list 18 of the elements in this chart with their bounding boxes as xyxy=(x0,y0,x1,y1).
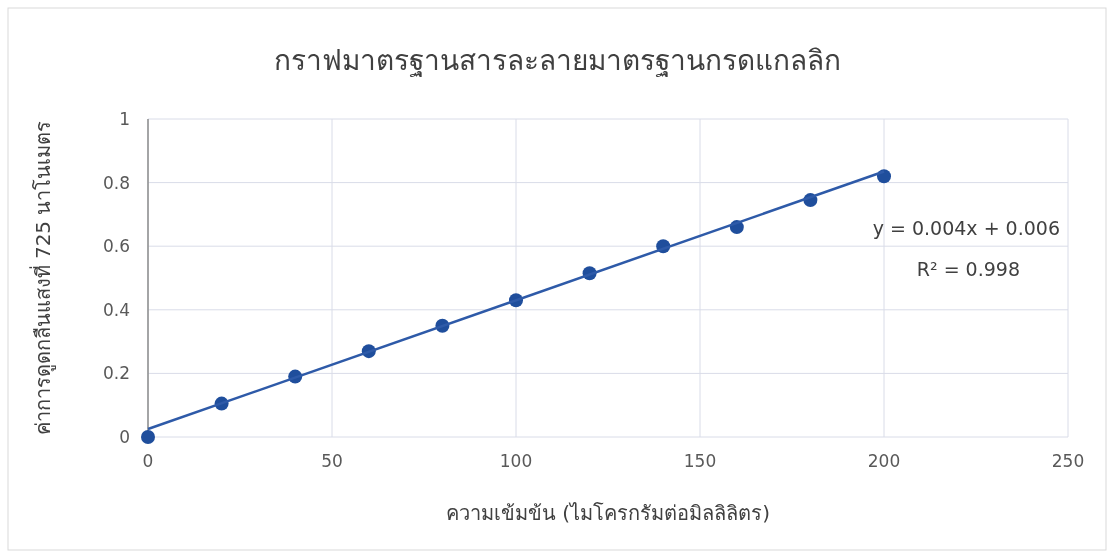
x-tick-label: 150 xyxy=(683,451,717,471)
x-tick-label: 250 xyxy=(1051,451,1085,471)
y-tick-label: 0.4 xyxy=(102,299,130,320)
x-tick-label: 100 xyxy=(499,451,533,471)
x-tick-label: 0 xyxy=(142,451,154,471)
x-axis-title: ความเข้มข้น (ไมโครกรัมต่อมิลลิลิตร) xyxy=(446,501,770,525)
y-tick-label: 1 xyxy=(119,109,130,129)
point xyxy=(141,430,155,444)
annotation: R² = 0.998 xyxy=(916,258,1020,280)
y-tick-label: 0.6 xyxy=(102,236,130,257)
y-tick-label: 0 xyxy=(119,427,130,447)
y-axis-title: ค่าการดูดกลืนแสงที่ 725 นาโนเมตร xyxy=(29,120,56,436)
x-tick-label: 200 xyxy=(867,451,901,471)
y-tick-label: 0.2 xyxy=(102,363,130,384)
chart-title: กราฟมาตรฐานสารละลายมาตรฐานกรดแกลลิก xyxy=(273,44,841,77)
y-tick-label: 0.8 xyxy=(102,172,130,193)
x-tick-label: 50 xyxy=(321,451,343,471)
annotation: y = 0.004x + 0.006 xyxy=(872,217,1060,239)
